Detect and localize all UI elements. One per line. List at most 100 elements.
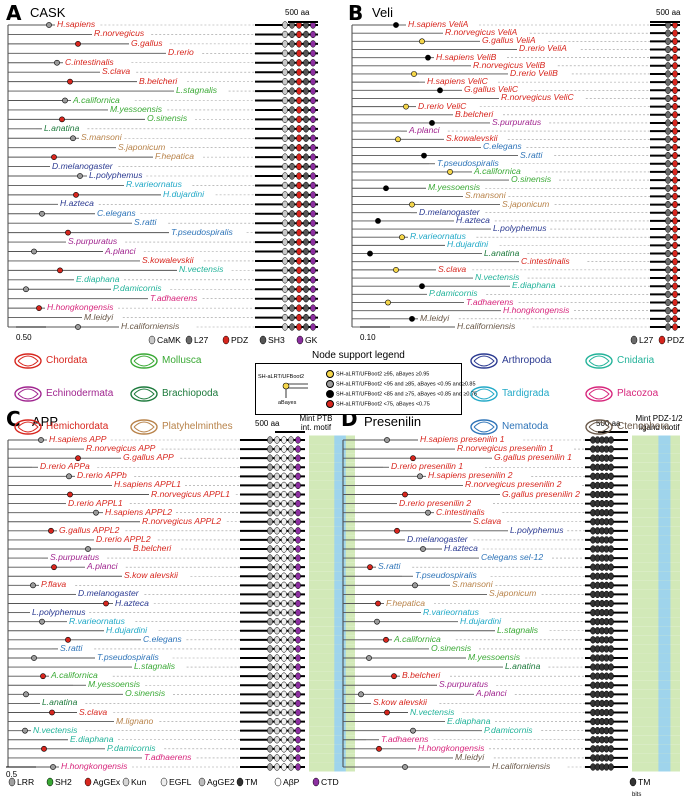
node-support-dot [36, 305, 42, 312]
taxon-label-c: D.rerio APPa [40, 461, 90, 472]
domain-glyph-lrr [267, 481, 273, 490]
node-support-dot [23, 286, 29, 293]
domain-glyph-tm [608, 636, 614, 644]
motif-cell-bg [632, 635, 680, 645]
domain-glyph-lrr [267, 590, 273, 599]
domain-glyph-l27 [665, 249, 671, 258]
domain-glyph-agge2 [288, 545, 294, 553]
domain-glyph-lrr [267, 627, 273, 635]
domain-glyph-l27 [665, 45, 671, 54]
domain-legend-icon [259, 335, 267, 345]
taxon-label-a: B.belcheri [139, 75, 178, 86]
domain-glyph-pdz [672, 45, 678, 54]
motif-cell-bg [334, 571, 346, 581]
domain-glyph-agge2 [288, 736, 294, 744]
motif-cell-bg [658, 462, 671, 472]
domain-glyph-egfl [281, 708, 287, 717]
motif-cell-bg [309, 744, 355, 754]
domain-glyph-pdz [296, 125, 302, 133]
domain-glyph-pdz [672, 53, 678, 62]
taxon-label-c: H.azteca [115, 597, 149, 608]
domain-glyph-egfl [281, 717, 287, 726]
node-support-dot [391, 673, 397, 680]
domain-glyph-l27 [665, 241, 671, 250]
domain-glyph-kun [274, 645, 280, 653]
taxon-label-d: D.rerio presenilin 1 [391, 461, 464, 472]
domain-glyph-tm [608, 463, 614, 471]
clade-icon-detail [17, 421, 39, 433]
node-support-row: SH-aLRT/UFBoot2 <75, aBayes <0.75 [326, 400, 430, 408]
taxon-label-d: D.rerio presenilin 2 [399, 497, 472, 508]
motif-cell-bg [334, 726, 346, 736]
domain-glyph-kun [274, 599, 280, 608]
taxon-label-c: C.elegans [143, 633, 182, 644]
node-support-label: SH-aLRT/UFBoot2 ≥95, aBayes ≥0.95 [336, 371, 430, 378]
taxon-label-a: O.sinensis [147, 113, 188, 124]
taxon-label-a: S.mansoni [81, 132, 122, 143]
domain-glyph-pdz [296, 96, 302, 105]
taxon-label-b: H.dujardini [447, 239, 489, 250]
clade-name-brachiopoda: Brachiopoda [162, 388, 219, 399]
domain-glyph-l27 [289, 200, 295, 208]
taxon-label-a: S.clava [102, 66, 131, 77]
domain-glyph-kun [274, 463, 280, 471]
domain-legend-label: PDZ [667, 335, 685, 345]
domain-glyph-camk [282, 257, 288, 265]
taxon-label-b: H.sapiens VeliB [436, 51, 497, 62]
domain-glyph-l27 [289, 77, 295, 86]
motif-cell-bg [658, 680, 671, 690]
domain-glyph-gk [310, 266, 316, 275]
domain-legend-icon [658, 335, 666, 345]
domain-glyph-l27 [665, 160, 671, 168]
motif-cell-bg [334, 753, 346, 763]
motif-cell-bg [334, 517, 346, 527]
taxon-label-d: H.dujardini [460, 615, 502, 626]
taxon-label-c: D.rerio APPL1 [68, 497, 123, 508]
domain-glyph-gk [310, 30, 316, 39]
motif-cell-bg [309, 726, 355, 736]
motif-cell-bg [658, 753, 671, 763]
taxon-label-c: H.sapiens APPL1 [114, 479, 182, 490]
domain-glyph-camk [282, 21, 288, 29]
domain-glyph-pdz [296, 238, 302, 246]
domain-glyph-l27 [665, 53, 671, 62]
domain-glyph-agge2 [288, 554, 294, 562]
domain-glyph-l27 [289, 285, 295, 293]
domain-glyph-tm [608, 454, 614, 462]
domain-glyph-lrr [267, 490, 273, 499]
node-support-dot [30, 582, 36, 589]
node-support-dot [40, 673, 46, 680]
node-support-dot [437, 87, 443, 94]
motif-cell-bg [309, 680, 355, 690]
domain-glyph-sh3 [303, 313, 309, 322]
panel-title-d: Presenilin [364, 414, 422, 429]
taxon-label-d: H.hongkongensis [418, 742, 485, 753]
domain-glyph-camk [282, 30, 288, 39]
node-support-dot [73, 191, 79, 198]
taxon-label-c: G.gallus APP [123, 452, 174, 463]
domain-legend-label: L27 [194, 335, 209, 345]
taxon-label-d: H.azteca [444, 543, 478, 553]
domain-glyph-agge2 [288, 727, 294, 735]
domain-glyph-pdz [296, 257, 302, 265]
domain-glyph-camk [282, 276, 288, 284]
domain-glyph-tm [608, 690, 614, 698]
taxon-label-c: A.californica [51, 670, 98, 681]
domain-glyph-l27 [665, 176, 671, 184]
domain-glyph-ctd [295, 672, 301, 680]
domain-glyph-sh3 [303, 77, 309, 86]
motif-cell-bg [658, 490, 671, 499]
domain-glyph-ctd [295, 563, 301, 571]
domain-glyph-ctd [295, 481, 301, 490]
node-support-dot [75, 40, 81, 47]
domain-glyph-lrr [267, 563, 273, 571]
node-support-dot [412, 582, 418, 589]
motif-cell-bg [632, 471, 680, 481]
domain-glyph-tm [608, 708, 614, 717]
domain-glyph-l27 [665, 119, 671, 127]
domain-glyph-egfl [281, 472, 287, 480]
taxon-label-b: E.diaphana [512, 280, 556, 291]
domain-glyph-sh3 [303, 257, 309, 265]
domain-glyph-ctd [295, 627, 301, 635]
domain-glyph-camk [282, 144, 288, 152]
